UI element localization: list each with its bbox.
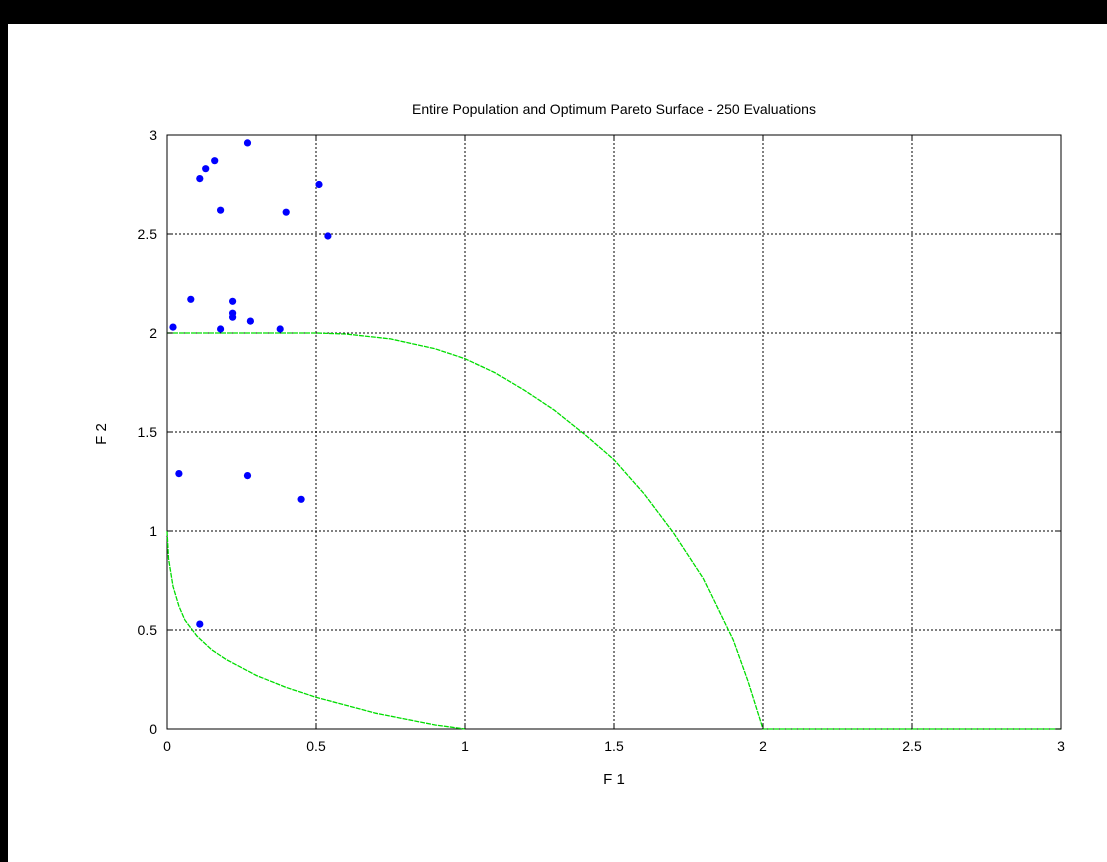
y-tick-label: 0 bbox=[149, 721, 157, 737]
population-point bbox=[243, 139, 252, 147]
y-tick-label: 1 bbox=[149, 523, 157, 539]
x-tick-label: 0.5 bbox=[306, 738, 326, 754]
pareto-curves bbox=[166, 332, 1061, 730]
chart-canvas: Entire Population and Optimum Pareto Sur… bbox=[8, 24, 1107, 862]
x-axis-ticks: 0 0.5 1 1.5 2 2.5 3 bbox=[163, 135, 1065, 754]
x-tick-label: 2 bbox=[759, 738, 767, 754]
population-point bbox=[217, 325, 225, 333]
x-tick-label: 3 bbox=[1057, 738, 1065, 754]
x-tick-label: 1.5 bbox=[604, 738, 624, 754]
population-point bbox=[229, 313, 237, 321]
y-tick-label: 2 bbox=[149, 325, 157, 341]
population-point bbox=[196, 620, 204, 628]
population-point bbox=[246, 317, 254, 325]
population-point bbox=[202, 165, 210, 173]
x-axis-label: F 1 bbox=[603, 771, 625, 788]
y-tick-label: 1.5 bbox=[138, 424, 158, 440]
population-point bbox=[217, 206, 225, 214]
population-point bbox=[276, 325, 284, 333]
y-axis-ticks: 0 0.5 1 1.5 2 2.5 3 bbox=[138, 127, 1061, 737]
y-tick-label: 2.5 bbox=[138, 226, 158, 242]
population-point bbox=[297, 495, 305, 503]
pareto-chart: Entire Population and Optimum Pareto Sur… bbox=[93, 101, 1065, 788]
population-point bbox=[175, 470, 183, 478]
population-point bbox=[196, 175, 204, 183]
x-tick-label: 2.5 bbox=[902, 738, 922, 754]
pareto-curve bbox=[166, 530, 466, 730]
population-point bbox=[169, 323, 177, 331]
grid bbox=[167, 135, 1061, 729]
population-point bbox=[315, 180, 323, 189]
population-point bbox=[282, 208, 290, 216]
population-point bbox=[187, 295, 195, 303]
y-tick-label: 0.5 bbox=[138, 622, 158, 638]
population-point bbox=[211, 157, 219, 165]
x-tick-label: 0 bbox=[163, 738, 171, 754]
x-tick-label: 1 bbox=[461, 738, 469, 754]
y-axis-label: F 2 bbox=[93, 423, 110, 445]
y-tick-label: 3 bbox=[149, 127, 157, 143]
population-points bbox=[169, 139, 332, 628]
population-point bbox=[324, 232, 332, 240]
population-point bbox=[243, 472, 252, 480]
population-point bbox=[229, 297, 237, 305]
pareto-curve bbox=[167, 332, 1061, 730]
chart-title: Entire Population and Optimum Pareto Sur… bbox=[412, 101, 816, 117]
